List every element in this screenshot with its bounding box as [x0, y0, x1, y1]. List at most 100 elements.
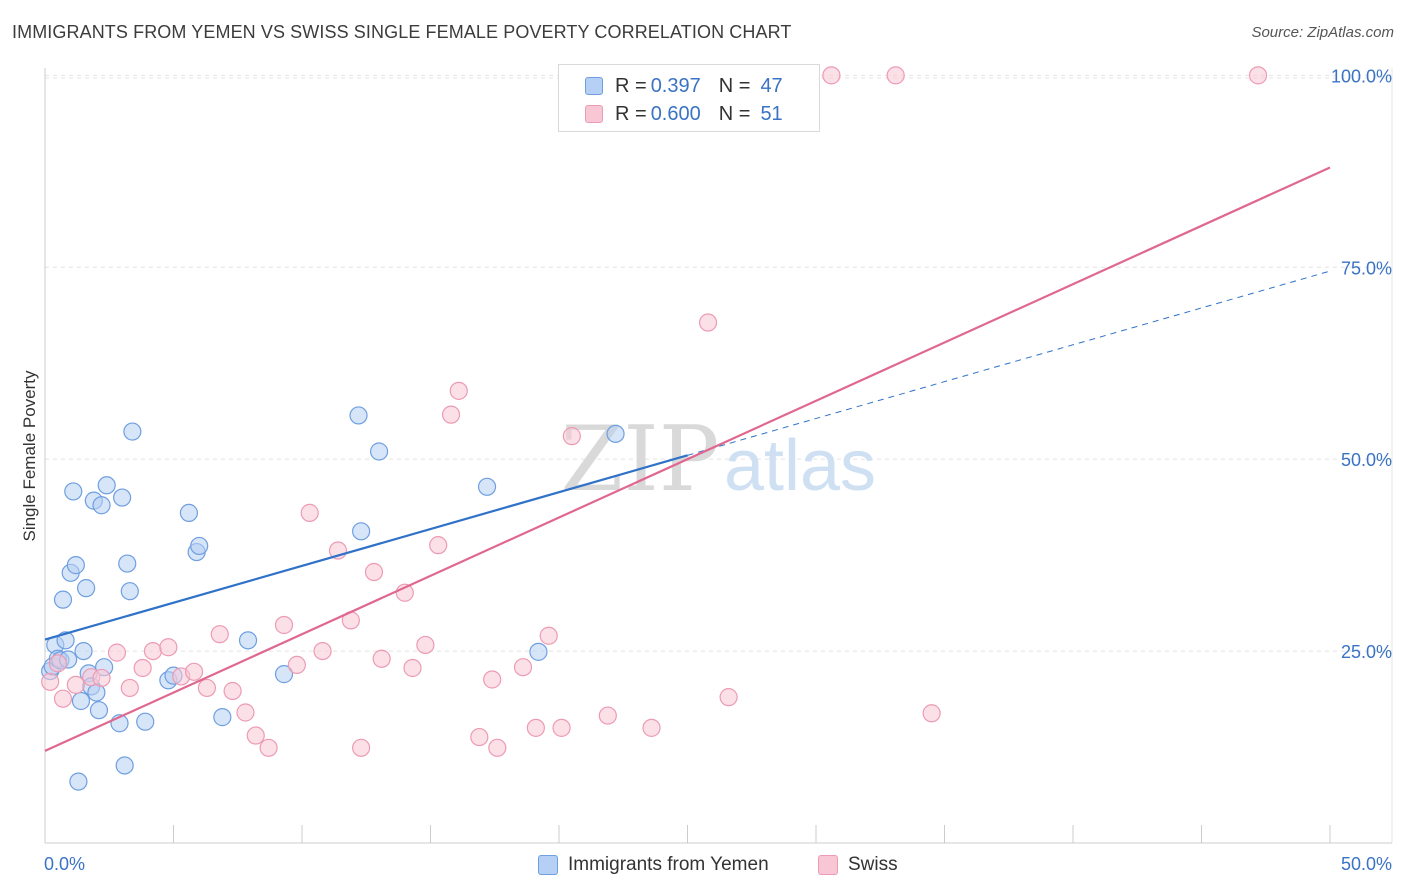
point-yemen — [97, 476, 116, 495]
point-swiss — [642, 718, 661, 737]
point-swiss — [92, 668, 111, 688]
point-yemen — [606, 424, 625, 443]
yemen-swatch — [585, 77, 603, 95]
point-swiss — [416, 635, 435, 655]
point-swiss — [470, 727, 489, 747]
point-swiss — [822, 66, 841, 85]
point-yemen — [213, 708, 232, 727]
axes — [44, 68, 1392, 844]
point-swiss — [107, 643, 127, 662]
r-value-swiss: 0.600 — [650, 102, 701, 125]
trend-line-yemen — [44, 454, 688, 641]
trend-lines — [44, 166, 1331, 752]
point-swiss — [526, 718, 545, 737]
point-yemen — [69, 772, 88, 791]
point-yemen — [56, 631, 75, 650]
stats-row-yemen: R = 0.397 N = 47 — [585, 71, 783, 101]
point-swiss — [719, 688, 738, 707]
point-swiss — [429, 536, 448, 555]
legend-swatch-swiss — [818, 855, 838, 875]
point-yemen — [53, 590, 73, 609]
watermark: ZIP atlas — [561, 407, 876, 512]
watermark-zip: ZIP — [561, 407, 720, 512]
point-swiss — [66, 675, 85, 694]
point-swiss — [352, 738, 371, 757]
point-swiss — [698, 313, 718, 332]
n-value-swiss: 51 — [760, 102, 783, 125]
point-swiss — [513, 658, 533, 677]
point-yemen — [190, 536, 209, 556]
r-label: R = — [615, 102, 647, 125]
point-yemen — [74, 641, 93, 661]
r-label: R = — [615, 74, 647, 97]
point-swiss — [159, 638, 178, 657]
point-swiss — [246, 726, 265, 745]
gridlines — [45, 68, 1393, 843]
point-swiss — [1248, 66, 1268, 85]
n-value-yemen: 47 — [760, 74, 783, 97]
legend-item-yemen[interactable]: Immigrants from Yemen — [538, 850, 769, 880]
point-yemen — [89, 701, 109, 720]
point-swiss — [449, 381, 468, 400]
point-yemen — [274, 665, 294, 684]
point-yemen — [136, 712, 155, 731]
legend-label-yemen: Immigrants from Yemen — [568, 854, 769, 875]
point-swiss — [300, 503, 319, 523]
point-yemen — [64, 482, 83, 501]
x-tick-label: 50.0% — [1341, 854, 1392, 874]
trend-line-yemen-extension — [687, 270, 1331, 456]
point-yemen — [370, 442, 389, 461]
legend-label-swiss: Swiss — [848, 854, 898, 875]
point-yemen — [529, 642, 548, 661]
point-swiss — [483, 670, 502, 689]
point-yemen — [115, 756, 134, 775]
chart-title: IMMIGRANTS FROM YEMEN VS SWISS SINGLE FE… — [12, 22, 792, 42]
series-legend: Immigrants from Yemen Swiss — [0, 850, 1406, 880]
source-label: Source: ZipAtlas.com — [1251, 24, 1394, 41]
legend-item-swiss[interactable]: Swiss — [818, 850, 898, 880]
y-tick-label: 100.0% — [1331, 66, 1392, 86]
point-swiss — [120, 678, 139, 698]
point-swiss — [48, 654, 67, 673]
trend-line-swiss — [44, 166, 1331, 752]
r-value-yemen: 0.397 — [650, 74, 701, 97]
x-tick-label: 0.0% — [44, 854, 85, 874]
swiss-swatch — [585, 105, 603, 123]
point-swiss — [223, 681, 242, 701]
stats-legend: R = 0.397 N = 47 R = 0.600 N = 51 — [558, 64, 820, 132]
point-swiss — [143, 641, 163, 661]
point-swiss — [552, 718, 571, 737]
point-swiss — [313, 641, 332, 661]
point-swiss — [274, 615, 294, 635]
point-swiss — [287, 655, 306, 675]
point-swiss — [539, 626, 558, 645]
n-label: N = — [718, 102, 751, 125]
tick-labels: 25.0% 50.0% 75.0% 100.0% 0.0% 50.0% — [44, 66, 1392, 874]
point-swiss — [403, 658, 422, 678]
n-label: N = — [718, 74, 751, 97]
point-swiss — [210, 625, 229, 644]
point-swiss — [488, 738, 507, 757]
watermark-atlas: atlas — [724, 426, 876, 506]
point-swiss — [53, 689, 73, 708]
point-yemen — [120, 582, 139, 601]
point-swiss — [133, 658, 152, 678]
point-swiss — [562, 427, 581, 446]
y-tick-label: 50.0% — [1341, 450, 1392, 470]
point-yemen — [349, 406, 368, 425]
point-yemen — [112, 488, 132, 507]
y-tick-label: 25.0% — [1341, 642, 1392, 662]
point-yemen — [71, 691, 91, 711]
point-yemen — [352, 522, 371, 541]
point-yemen — [179, 503, 199, 523]
point-swiss — [886, 66, 905, 85]
point-yemen — [123, 422, 142, 441]
point-swiss — [41, 672, 60, 691]
point-swiss — [598, 706, 617, 725]
point-yemen — [118, 554, 137, 573]
legend-swatch-yemen — [538, 855, 558, 875]
point-swiss — [364, 562, 384, 582]
stats-row-swiss: R = 0.600 N = 51 — [585, 99, 783, 129]
point-swiss — [259, 738, 278, 757]
